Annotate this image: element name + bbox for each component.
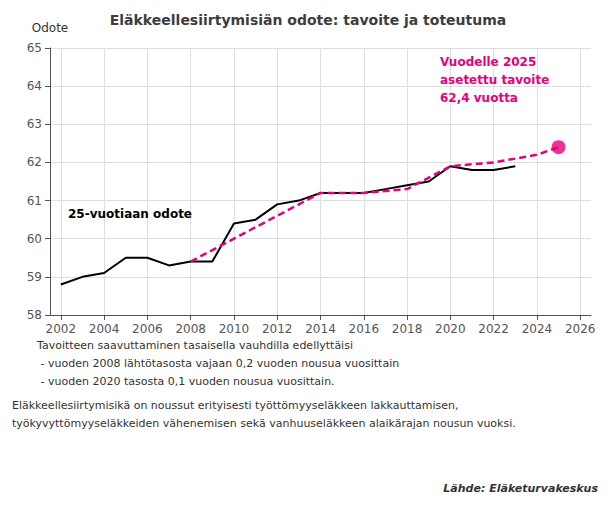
- svg-text:2022: 2022: [478, 322, 509, 336]
- svg-text:- vuoden 2020 tasosta 0,1 vuod: - vuoden 2020 tasosta 0,1 vuoden nousua …: [37, 375, 335, 388]
- svg-text:25-vuotiaan odote: 25-vuotiaan odote: [68, 207, 192, 221]
- svg-text:Odote: Odote: [32, 21, 69, 35]
- svg-text:2010: 2010: [219, 322, 250, 336]
- svg-text:Eläkkeellesiirtymisikä on nous: Eläkkeellesiirtymisikä on noussut erityi…: [12, 399, 459, 412]
- svg-text:64: 64: [27, 79, 42, 93]
- svg-text:Eläkkeellesiirtymisiän odote:: Eläkkeellesiirtymisiän odote: tavoite ja…: [110, 12, 507, 28]
- svg-text:60: 60: [27, 232, 42, 246]
- svg-text:Vuodelle 2025: Vuodelle 2025: [440, 55, 536, 69]
- svg-text:2020: 2020: [435, 322, 466, 336]
- svg-text:59: 59: [27, 270, 42, 284]
- svg-text:2002: 2002: [46, 322, 77, 336]
- svg-text:62: 62: [27, 155, 42, 169]
- svg-text:2014: 2014: [305, 322, 336, 336]
- svg-text:2006: 2006: [132, 322, 163, 336]
- svg-text:2026: 2026: [565, 322, 596, 336]
- svg-text:2016: 2016: [349, 322, 380, 336]
- svg-text:asetettu tavoite: asetettu tavoite: [440, 73, 549, 87]
- svg-text:2018: 2018: [392, 322, 423, 336]
- svg-text:Lähde: Eläketurvakeskus: Lähde: Eläketurvakeskus: [443, 482, 598, 495]
- svg-text:2004: 2004: [89, 322, 120, 336]
- svg-text:63: 63: [27, 117, 42, 131]
- svg-text:2024: 2024: [522, 322, 553, 336]
- svg-text:65: 65: [27, 41, 42, 55]
- svg-text:2012: 2012: [262, 322, 293, 336]
- svg-text:- vuoden 2008 lähtötasosta vaj: - vuoden 2008 lähtötasosta vajaan 0,2 vu…: [37, 357, 399, 370]
- svg-text:61: 61: [27, 194, 42, 208]
- svg-text:2008: 2008: [175, 322, 206, 336]
- svg-text:työkyvyttömyyseläkkeiden vähen: työkyvyttömyyseläkkeiden vähenemisen sek…: [12, 417, 516, 430]
- svg-text:58: 58: [27, 308, 42, 322]
- svg-text:62,4 vuotta: 62,4 vuotta: [440, 91, 518, 105]
- svg-text:Tavoitteen saavuttaminen tasai: Tavoitteen saavuttaminen tasaisella vauh…: [36, 339, 353, 352]
